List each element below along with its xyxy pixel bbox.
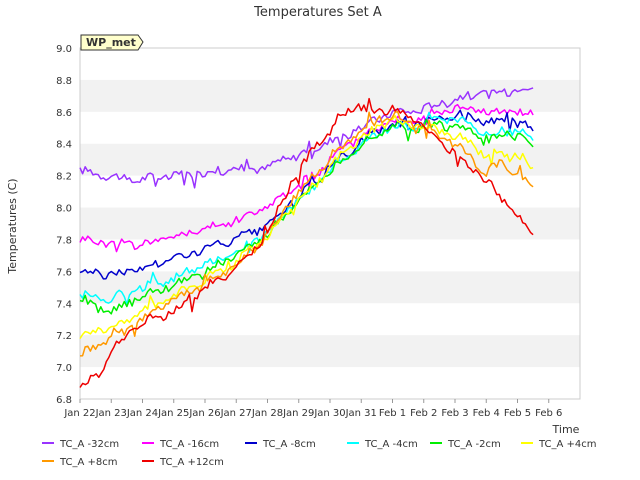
- x-tick-label: Jan 26: [188, 408, 220, 419]
- x-tick-label: Jan 28: [251, 408, 283, 419]
- x-tick-label: Feb 6: [535, 408, 562, 419]
- grid-band: [80, 207, 580, 240]
- x-tick-label: Jan 23: [95, 408, 127, 419]
- x-tick-label: Jan 25: [157, 408, 189, 419]
- grid-band: [80, 271, 580, 304]
- y-tick-label: 7.4: [56, 299, 72, 310]
- x-axis: Jan 22 Jan 23 Jan 24 Jan 25 Jan 26 Jan 27 Jan …: [63, 399, 562, 419]
- legend-label: TC_A -32cm: [59, 439, 119, 450]
- series-line-2: [79, 103, 534, 253]
- x-tick-label: Feb 1: [379, 408, 406, 419]
- y-axis: 6.8 7.0 7.2 7.4 7.6 7.8 8.0 8.2 8.4 8.6 8.8 9.0: [56, 44, 72, 406]
- y-tick-label: 8.4: [56, 140, 72, 151]
- x-tick-label: Jan 22: [63, 408, 95, 419]
- x-axis-label: Time: [552, 423, 580, 436]
- x-tick-label: Jan 31: [345, 408, 377, 419]
- y-tick-label: 7.2: [56, 331, 72, 342]
- x-tick-label: Jan 30: [313, 408, 345, 419]
- x-tick-label: Feb 3: [441, 408, 468, 419]
- annotation-text: WP_met: [86, 36, 136, 49]
- x-tick-label: Jan 24: [126, 408, 158, 419]
- series-line-5: [79, 118, 534, 315]
- series-line-6: [79, 115, 534, 340]
- grid-band: [80, 335, 580, 368]
- y-tick-label: 8.2: [56, 172, 72, 183]
- legend-label: TC_A +8cm: [59, 457, 118, 468]
- grid-band: [80, 79, 580, 112]
- legend-label: TC_A -16cm: [159, 439, 219, 450]
- series-line-8: [79, 97, 534, 388]
- chart-title: Temperatures Set A: [253, 5, 382, 20]
- y-tick-label: 8.8: [56, 76, 72, 87]
- grid-bands: [80, 79, 580, 368]
- y-tick-label: 8.6: [56, 108, 72, 119]
- x-tick-label: Jan 29: [282, 408, 314, 419]
- annotation-box: WP_met: [80, 34, 144, 51]
- y-tick-label: 7.6: [56, 267, 72, 278]
- series-line-7: [79, 111, 534, 357]
- legend-label: TC_A -4cm: [364, 439, 418, 450]
- y-tick-label: 9.0: [56, 44, 72, 55]
- y-tick-label: 8.0: [56, 204, 72, 215]
- x-tick-label: Feb 4: [473, 408, 500, 419]
- legend-label: TC_A +4cm: [538, 439, 597, 450]
- y-tick-label: 7.0: [56, 363, 72, 374]
- series-line-1: [79, 87, 534, 189]
- series-layer: [79, 87, 534, 388]
- x-tick-label: Feb 2: [410, 408, 437, 419]
- y-axis-label: Temperatures (C): [6, 178, 19, 274]
- legend-label: TC_A +12cm: [159, 457, 224, 468]
- legend-label: TC_A -2cm: [447, 439, 501, 450]
- series-line-3: [79, 109, 534, 280]
- y-tick-label: 7.8: [56, 235, 72, 246]
- legend: TC_A -32cm TC_A -16cm TC_A -8cm TC_A -4cm TC…: [42, 439, 597, 468]
- legend-label: TC_A -8cm: [262, 439, 316, 450]
- x-tick-label: Feb 5: [504, 408, 531, 419]
- x-tick-label: Jan 27: [220, 408, 252, 419]
- y-tick-label: 6.8: [56, 395, 72, 406]
